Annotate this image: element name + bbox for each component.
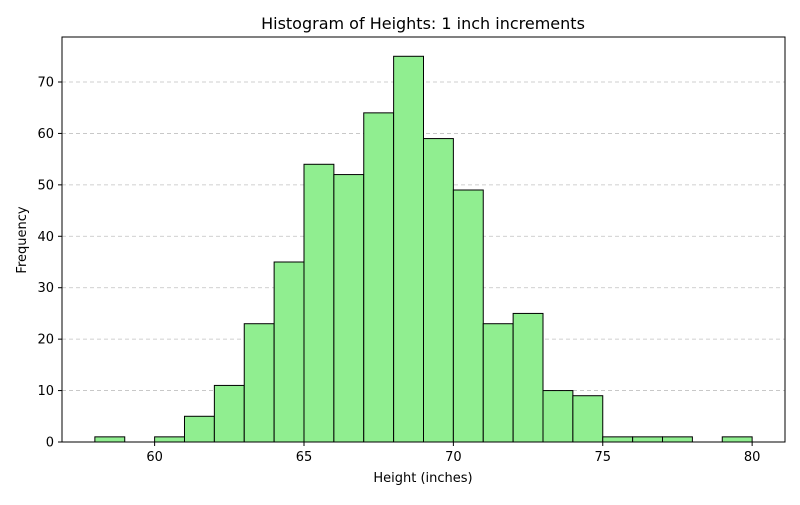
- histogram-bar: [94, 436, 126, 443]
- x-axis-ticks: 60 65 70 75 80: [146, 442, 760, 465]
- x-tick-label: 65: [296, 450, 313, 465]
- histogram-bar: [273, 261, 305, 443]
- histogram-bar: [572, 395, 604, 443]
- histogram-bar: [662, 436, 693, 443]
- plot-frame: [61, 36, 786, 443]
- x-tick-label: 70: [445, 450, 462, 465]
- y-tick-label: 30: [37, 281, 54, 296]
- x-tick-label: 80: [744, 450, 761, 465]
- bars: [94, 55, 753, 443]
- x-tick-label: 60: [146, 450, 163, 465]
- histogram-bar: [542, 390, 574, 443]
- y-axis-label: Frequency: [15, 206, 30, 273]
- histogram-bar: [632, 436, 664, 443]
- histogram-bar: [333, 174, 365, 443]
- histogram-bar: [213, 384, 245, 443]
- histogram-bar: [363, 112, 395, 443]
- y-tick-label: 70: [37, 76, 54, 91]
- histogram-bar: [482, 323, 514, 443]
- histogram-bar: [452, 189, 484, 443]
- y-tick-label: 50: [37, 178, 54, 193]
- histogram-bar: [154, 436, 185, 443]
- histogram-bar: [183, 415, 215, 443]
- y-tick-label: 10: [37, 384, 54, 399]
- histogram-bar: [303, 163, 335, 443]
- chart-title: Histogram of Heights: 1 inch increments: [261, 14, 585, 33]
- histogram-bar: [243, 323, 275, 443]
- y-tick-label: 60: [37, 127, 54, 142]
- histogram-bar: [393, 55, 424, 443]
- axes: [61, 36, 786, 443]
- histogram-bar: [602, 436, 634, 443]
- y-tick-label: 0: [46, 436, 54, 451]
- histogram-bar: [423, 138, 454, 443]
- x-tick-label: 75: [594, 450, 611, 465]
- y-tick-label: 40: [37, 230, 54, 245]
- y-axis-ticks: 0 10 20 30 40 50 60 70: [37, 76, 62, 451]
- histogram-bar: [721, 436, 753, 443]
- x-axis-label: Height (inches): [373, 471, 472, 486]
- grid-lines: [62, 81, 785, 391]
- y-tick-label: 20: [37, 333, 54, 348]
- histogram-bar: [512, 312, 544, 443]
